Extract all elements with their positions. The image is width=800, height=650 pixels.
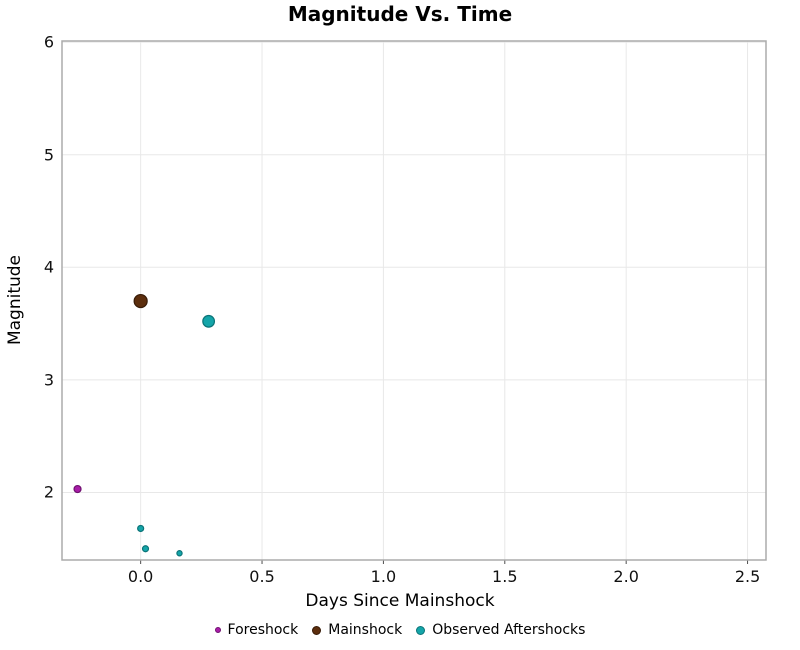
x-tick-label: 0.5 (249, 567, 275, 586)
y-tick-label: 3 (43, 370, 54, 390)
data-point-observed-aftershocks (202, 314, 216, 328)
legend-label: Foreshock (227, 622, 299, 638)
chart-title: Magnitude Vs. Time (287, 2, 513, 26)
data-point-observed-aftershocks (137, 524, 145, 533)
plot-border (61, 40, 767, 561)
y-tick-label: 6 (43, 32, 54, 52)
legend-label: Observed Aftershocks (432, 622, 586, 638)
x-tick-label: 2.5 (734, 567, 761, 586)
data-point-foreshock (73, 484, 82, 494)
data-point-observed-aftershocks (176, 550, 183, 557)
legend-marker-icon (312, 625, 322, 635)
data-point-observed-aftershocks (141, 545, 150, 553)
legend-marker-icon (416, 625, 426, 635)
legend-item-foreshock: Foreshock (214, 622, 299, 638)
x-tick-label: 1.0 (370, 567, 397, 586)
plot-panel (62, 41, 766, 560)
x-tick-label: 2.0 (613, 567, 639, 586)
y-tick-label: 4 (43, 257, 54, 277)
legend-item-observed-aftershocks: Observed Aftershocks (416, 622, 585, 638)
legend-label: Mainshock (328, 622, 403, 638)
x-axis-title: Days Since Mainshock (305, 591, 495, 611)
legend: Foreshock Mainshock Observed Aftershocks (0, 622, 800, 638)
x-tick-label: 0.0 (127, 567, 154, 586)
y-tick-label: 2 (43, 482, 54, 502)
data-point-mainshock (133, 293, 148, 309)
legend-item-mainshock: Mainshock (312, 622, 402, 638)
x-tick-label: 1.5 (492, 567, 518, 586)
legend-marker-icon (214, 627, 221, 633)
y-tick-label: 5 (43, 145, 54, 165)
